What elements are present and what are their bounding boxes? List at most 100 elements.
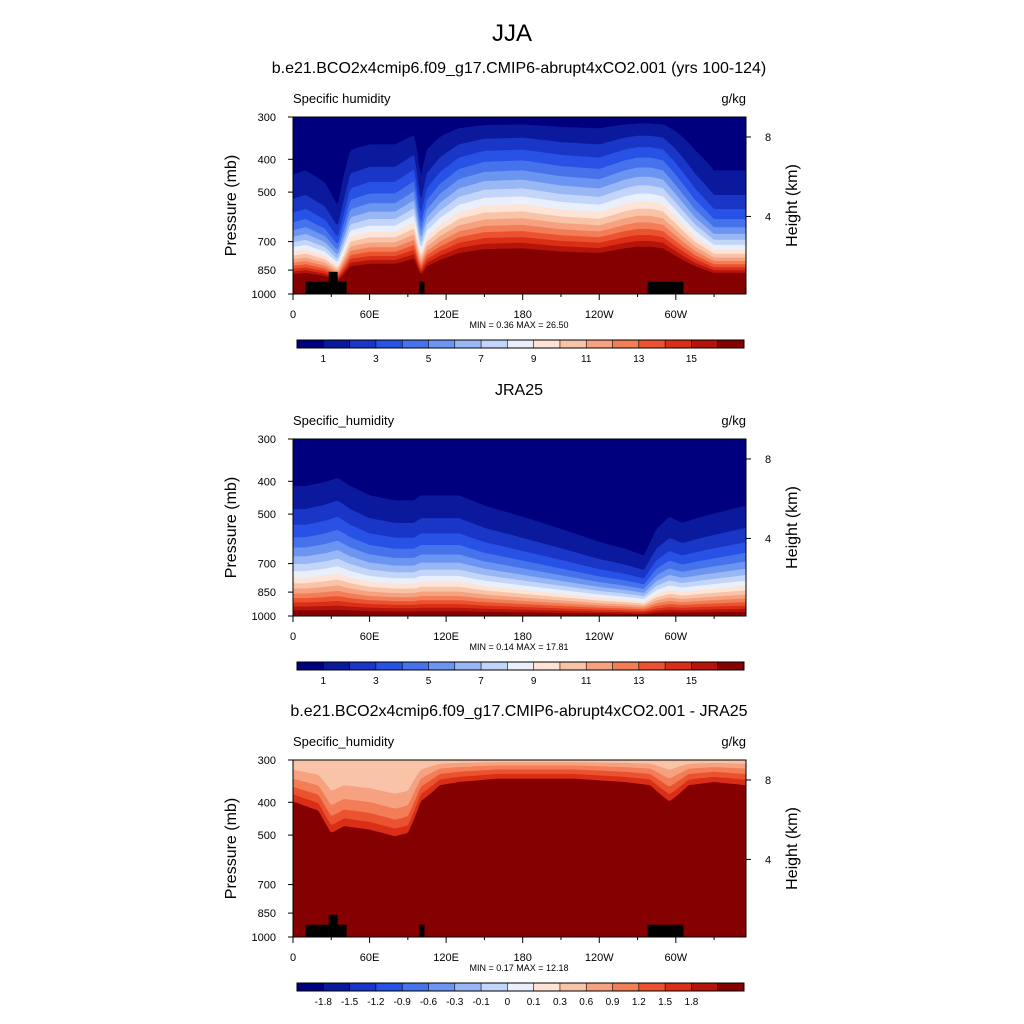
- terrain-mask: [419, 924, 425, 937]
- colorbar-cell: [612, 340, 640, 348]
- colorbar-label: -1.2: [367, 997, 385, 1008]
- y-tick-label: 850: [258, 265, 276, 277]
- panel-3: b.e21.BCO2x4cmip6.f09_g17.CMIP6-abrupt4x…: [223, 703, 801, 1008]
- contour-band: [293, 246, 746, 294]
- y2-tick-label: 8: [765, 454, 771, 466]
- panel-title: b.e21.BCO2x4cmip6.f09_g17.CMIP6-abrupt4x…: [290, 703, 747, 720]
- variable-label: Specific_humidity: [293, 734, 395, 749]
- y-tick-label: 300: [258, 755, 276, 767]
- colorbar-cell: [533, 662, 561, 670]
- y-tick-label: 700: [258, 880, 276, 892]
- terrain-mask: [647, 924, 684, 937]
- colorbar-label: 15: [686, 676, 698, 687]
- colorbar-label: 9: [531, 676, 537, 687]
- colorbar-cell: [323, 662, 351, 670]
- colorbar-cell: [559, 340, 587, 348]
- colorbar-cell: [402, 662, 429, 670]
- colorbar-cell: [691, 662, 719, 670]
- y-tick-label: 400: [258, 154, 276, 166]
- y2-axis-title: Height (km): [784, 164, 801, 247]
- colorbar-label: 7: [478, 354, 484, 365]
- terrain-mask: [337, 924, 347, 937]
- colorbar-cell: [454, 662, 482, 670]
- colorbar-cell: [349, 662, 377, 670]
- colorbar-label: 7: [478, 676, 484, 687]
- y2-tick-label: 4: [765, 211, 771, 223]
- colorbar-label: 1.2: [632, 997, 646, 1008]
- x-tick-label: 120E: [433, 952, 459, 964]
- panel-title: JRA25: [495, 382, 543, 399]
- colorbar-label: 0: [505, 997, 511, 1008]
- terrain-mask: [305, 281, 329, 294]
- colorbar-cell: [717, 662, 745, 670]
- colorbar-cell: [638, 983, 666, 991]
- colorbar-cell: [481, 983, 508, 991]
- terrain-mask: [328, 271, 338, 294]
- x-tick-label: 60E: [360, 952, 380, 964]
- colorbar-cell: [428, 983, 456, 991]
- colorbar-frame: [296, 661, 745, 671]
- y2-tick-label: 8: [765, 775, 771, 787]
- colorbar-label: 1: [321, 354, 327, 365]
- x-tick-label: 180: [514, 952, 532, 964]
- y-tick-label: 500: [258, 509, 276, 521]
- y-tick-label: 1000: [252, 289, 276, 301]
- y2-axis-title: Height (km): [784, 486, 801, 569]
- y-tick-label: 850: [258, 908, 276, 920]
- colorbar-label: 11: [581, 676, 592, 687]
- x-tick-label: 120E: [433, 309, 459, 321]
- plot-frame: [292, 116, 747, 295]
- colorbar: -1.8 -1.5 -1.2 -0.9 -0.6 -0.3 -0.1 0 0.1 0.3 0.6 0.…: [296, 982, 745, 1008]
- colorbar-label: 13: [633, 676, 645, 687]
- colorbar-cell: [586, 983, 614, 991]
- y2-tick-label: 8: [765, 132, 771, 144]
- colorbar-label: 1.5: [658, 997, 672, 1008]
- x-tick-label: 0: [290, 631, 296, 643]
- colorbar-cell: [559, 983, 587, 991]
- y2-axis-title: Height (km): [784, 807, 801, 890]
- colorbar-cell: [533, 340, 561, 348]
- colorbar-cell: [454, 340, 482, 348]
- min-max-label: MIN = 0.14 MAX = 17.81: [469, 642, 568, 652]
- y-axis-title: Pressure (mb): [223, 155, 240, 256]
- colorbar-label: 5: [426, 354, 432, 365]
- x-tick-label: 60W: [665, 631, 688, 643]
- colorbar-cell: [349, 983, 377, 991]
- terrain-mask: [419, 281, 425, 294]
- y-tick-label: 500: [258, 187, 276, 199]
- colorbar-label: 11: [581, 354, 592, 365]
- y-tick-label: 1000: [252, 932, 276, 944]
- y-tick-label: 700: [258, 237, 276, 249]
- colorbar-cell: [586, 662, 614, 670]
- colorbar-label: 13: [633, 354, 645, 365]
- x-tick-label: 60E: [360, 309, 380, 321]
- y-tick-label: 700: [258, 559, 276, 571]
- colorbar-cell: [402, 983, 429, 991]
- colorbar-cell: [375, 340, 403, 348]
- terrain-mask: [647, 281, 684, 294]
- colorbar-label: 3: [373, 354, 379, 365]
- colorbar-cell: [691, 340, 719, 348]
- colorbar: 1 3 5 7 9 11 13 15: [296, 339, 745, 365]
- plot-frame: [292, 438, 747, 617]
- colorbar-label: -0.9: [394, 997, 412, 1008]
- colorbar-label: 9: [531, 354, 537, 365]
- colorbar-label: -0.3: [446, 997, 464, 1008]
- contour-field: [293, 760, 746, 937]
- contour-field: [293, 439, 746, 616]
- x-tick-label: 60E: [360, 631, 380, 643]
- terrain-mask: [328, 914, 338, 937]
- colorbar-cell: [665, 340, 692, 348]
- x-tick-label: 0: [290, 309, 296, 321]
- contour-field: [293, 117, 746, 294]
- panel-title: b.e21.BCO2x4cmip6.f09_g17.CMIP6-abrupt4x…: [272, 60, 766, 77]
- colorbar-label: 0.1: [527, 997, 541, 1008]
- units-label: g/kg: [721, 413, 746, 428]
- x-tick-label: 60W: [665, 309, 688, 321]
- units-label: g/kg: [721, 734, 746, 749]
- variable-label: Specific humidity: [293, 91, 391, 106]
- variable-label: Specific_humidity: [293, 413, 395, 428]
- colorbar-cell: [612, 983, 640, 991]
- colorbar-cell: [559, 662, 587, 670]
